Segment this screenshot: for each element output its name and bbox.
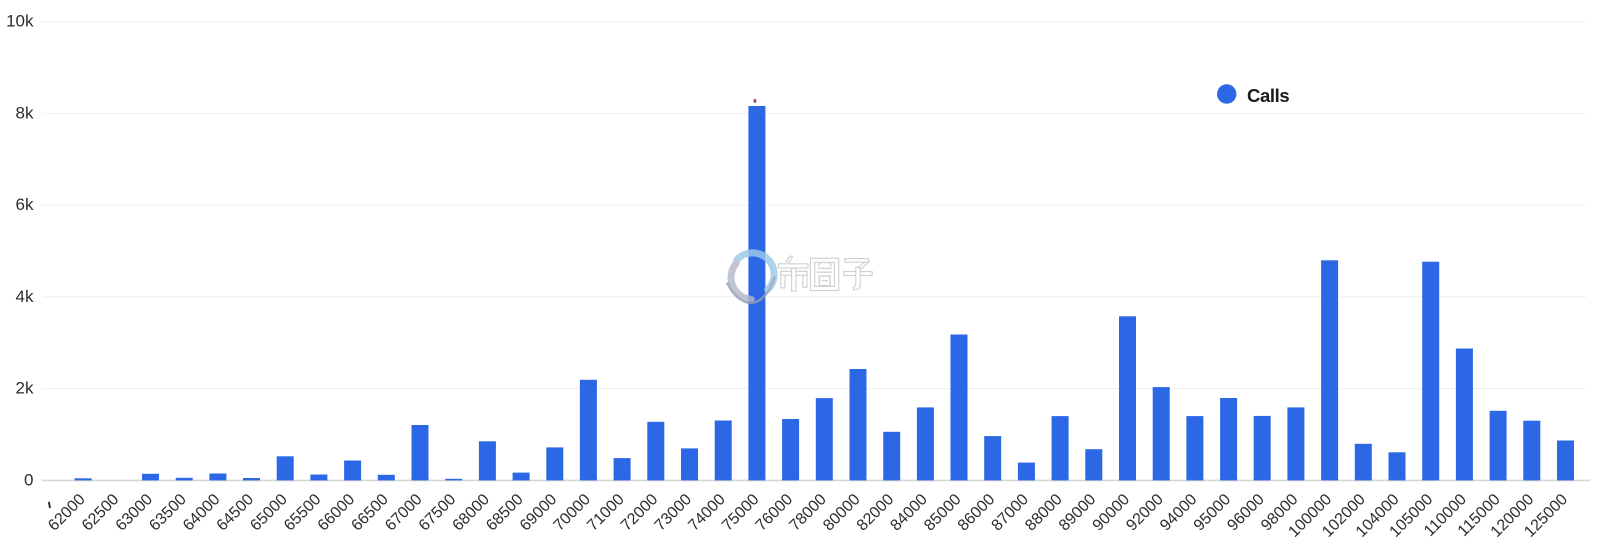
svg-text:78000: 78000	[786, 491, 830, 535]
svg-text:67500: 67500	[416, 491, 460, 535]
svg-text:63000: 63000	[113, 491, 157, 535]
svg-text:10k: 10k	[6, 12, 34, 31]
svg-text:8k: 8k	[16, 103, 34, 122]
svg-text:88000: 88000	[1022, 491, 1066, 535]
svg-text:0: 0	[24, 470, 33, 489]
svg-text:90000: 90000	[1090, 491, 1134, 535]
svg-text:65000: 65000	[247, 491, 291, 535]
svg-text:62000: 62000	[45, 491, 89, 535]
svg-text:68000: 68000	[450, 491, 494, 535]
svg-text:92000: 92000	[1123, 491, 1167, 535]
svg-text:76000: 76000	[753, 491, 797, 535]
svg-text:73000: 73000	[652, 491, 696, 535]
svg-text:66500: 66500	[348, 491, 392, 535]
svg-text:80000: 80000	[820, 491, 864, 535]
svg-text:65500: 65500	[281, 491, 325, 535]
svg-text:87000: 87000	[989, 491, 1033, 535]
svg-text:86000: 86000	[955, 491, 999, 535]
svg-text:6k: 6k	[16, 195, 34, 214]
svg-text:Calls: Calls	[1247, 85, 1289, 106]
svg-text:70000: 70000	[551, 491, 595, 535]
svg-text:68500: 68500	[483, 491, 527, 535]
svg-text:84000: 84000	[887, 491, 931, 535]
svg-text:72000: 72000	[618, 491, 662, 535]
svg-text:85000: 85000	[921, 491, 965, 535]
svg-text:66000: 66000	[315, 491, 359, 535]
svg-text:94000: 94000	[1157, 491, 1201, 535]
svg-text:64000: 64000	[180, 491, 224, 535]
svg-text:69000: 69000	[517, 491, 561, 535]
svg-text:82000: 82000	[854, 491, 898, 535]
svg-text:64500: 64500	[214, 491, 258, 535]
svg-text:62500: 62500	[79, 491, 123, 535]
svg-text:74000: 74000	[685, 491, 729, 535]
svg-text:2k: 2k	[16, 379, 34, 398]
svg-text:67000: 67000	[382, 491, 426, 535]
svg-text:71000: 71000	[584, 491, 628, 535]
svg-text:63500: 63500	[146, 491, 190, 535]
svg-text:75000: 75000	[719, 491, 763, 535]
svg-text:4k: 4k	[16, 287, 34, 306]
svg-text:95000: 95000	[1191, 491, 1235, 535]
svg-text:96000: 96000	[1224, 491, 1268, 535]
svg-text:89000: 89000	[1056, 491, 1100, 535]
